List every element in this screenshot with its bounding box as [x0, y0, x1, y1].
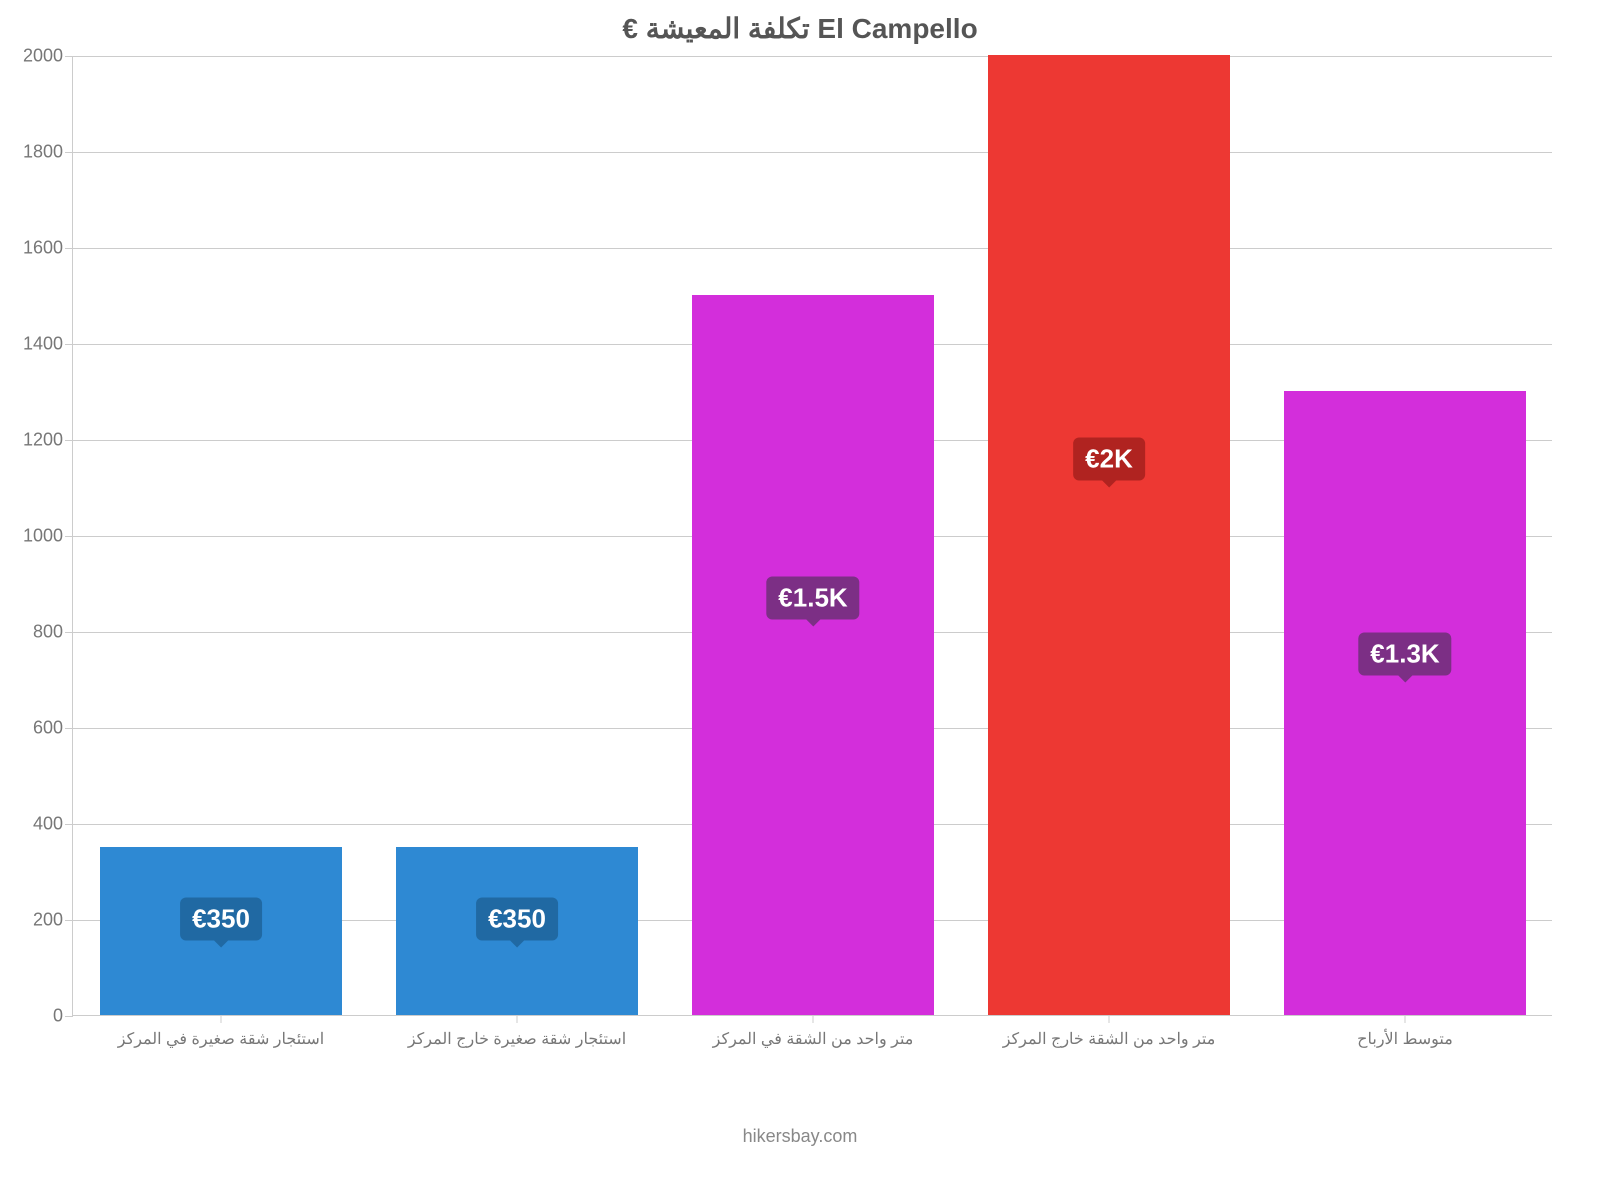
y-tick-label: 1400 [23, 334, 73, 355]
cost-of-living-chart: € تكلفة المعيشة El Campello 020040060080… [0, 0, 1600, 1200]
attribution-text: hikersbay.com [0, 1126, 1600, 1147]
category-label: متر واحد من الشقة خارج المركز [1003, 1029, 1216, 1049]
bar-value-label: €1.3K [1358, 633, 1451, 676]
bar-value-label: €350 [476, 897, 558, 940]
plot-area: 0200400600800100012001400160018002000است… [72, 56, 1552, 1016]
bar-value-label: €1.5K [766, 577, 859, 620]
x-tick-mark [813, 1015, 814, 1023]
bar-value-label: €2K [1073, 438, 1145, 481]
x-tick-mark [221, 1015, 222, 1023]
bar [988, 55, 1231, 1015]
y-tick-label: 800 [33, 622, 73, 643]
y-tick-label: 600 [33, 718, 73, 739]
y-tick-label: 0 [53, 1006, 73, 1027]
gridline [73, 56, 1552, 57]
y-tick-label: 1000 [23, 526, 73, 547]
gridline [73, 152, 1552, 153]
category-label: استئجار شقة صغيرة في المركز [118, 1029, 324, 1049]
category-label: متر واحد من الشقة في المركز [713, 1029, 914, 1049]
y-tick-label: 200 [33, 910, 73, 931]
chart-title: € تكلفة المعيشة El Campello [0, 12, 1600, 45]
category-label: متوسط الأرباح [1357, 1029, 1453, 1049]
bar-value-label: €350 [180, 897, 262, 940]
bar [1284, 391, 1527, 1015]
y-tick-label: 1600 [23, 238, 73, 259]
gridline [73, 248, 1552, 249]
category-label: استئجار شقة صغيرة خارج المركز [408, 1029, 626, 1049]
x-tick-mark [1405, 1015, 1406, 1023]
bar [692, 295, 935, 1015]
x-tick-mark [1109, 1015, 1110, 1023]
y-tick-label: 2000 [23, 46, 73, 67]
y-tick-label: 400 [33, 814, 73, 835]
y-tick-label: 1800 [23, 142, 73, 163]
y-tick-label: 1200 [23, 430, 73, 451]
x-tick-mark [517, 1015, 518, 1023]
